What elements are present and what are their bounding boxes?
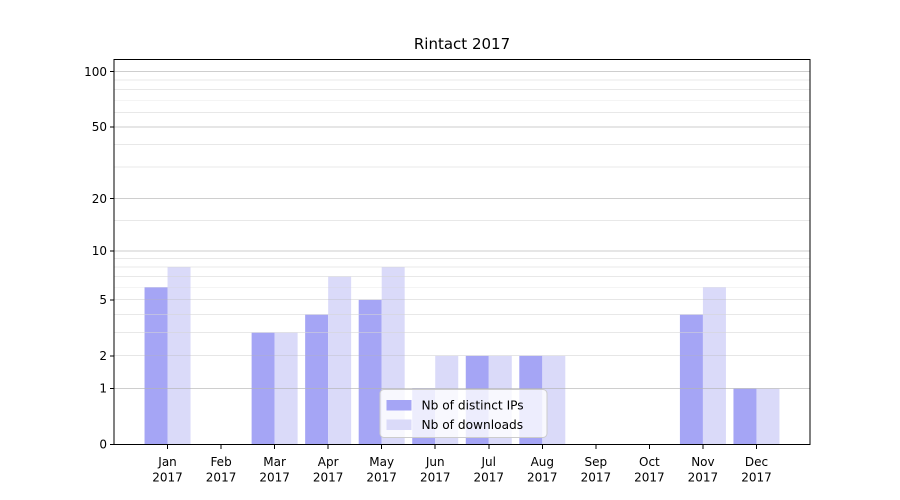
bar: [358, 299, 382, 445]
bar: [305, 314, 329, 445]
bar: [702, 287, 726, 445]
y-tick-label: 50: [92, 120, 107, 134]
x-tick-label: Oct 2017: [634, 455, 665, 485]
x-tick-label: Aug 2017: [527, 455, 558, 485]
x-tick-label: Jun 2017: [420, 455, 451, 485]
y-tick-label: 10: [92, 244, 107, 258]
y-tick-label: 100: [84, 65, 107, 79]
y-tick-label: 2: [99, 349, 107, 363]
legend: Nb of distinct IPs Nb of downloads: [379, 389, 548, 438]
bar: [144, 287, 168, 445]
legend-swatch: [386, 419, 412, 430]
y-tick-label: 5: [99, 293, 107, 307]
x-tick-label: Dec 2017: [741, 455, 772, 485]
legend-box: [379, 389, 548, 438]
y-tick-label: 0: [99, 438, 107, 452]
bar: [542, 355, 566, 445]
legend-label: Nb of distinct IPs: [422, 399, 524, 413]
x-tick-label: Jan 2017: [152, 455, 183, 485]
x-tick-label: Mar 2017: [259, 455, 290, 485]
bar: [733, 388, 757, 445]
y-tick-label: 20: [92, 192, 107, 206]
x-tick-label: May 2017: [366, 455, 397, 485]
x-tick-label: Jul 2017: [473, 455, 504, 485]
bar: [328, 276, 352, 445]
y-tick-label: 1: [99, 382, 107, 396]
bar: [679, 314, 703, 445]
bar: [756, 388, 780, 445]
legend-label: Nb of downloads: [422, 418, 524, 432]
plot-frame: [113, 59, 811, 445]
legend-swatch: [386, 400, 412, 411]
x-tick-label: Feb 2017: [206, 455, 237, 485]
x-tick-label: Apr 2017: [313, 455, 344, 485]
x-tick-label: Nov 2017: [688, 455, 719, 485]
x-tick-label: Sep 2017: [581, 455, 612, 485]
chart-title: Rintact 2017: [414, 35, 510, 53]
